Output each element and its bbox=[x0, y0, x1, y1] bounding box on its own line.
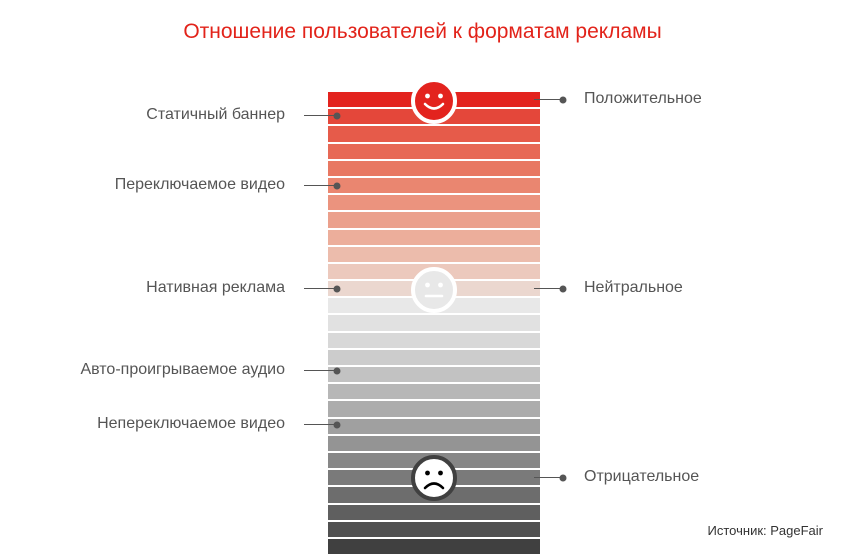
scale-stripe bbox=[328, 160, 540, 178]
leader-line bbox=[534, 477, 564, 478]
scale-stripe bbox=[328, 418, 540, 436]
scale-stripe bbox=[328, 229, 540, 247]
scale-stripe bbox=[328, 246, 540, 264]
leader-dot bbox=[333, 182, 341, 189]
scale-stripe bbox=[328, 177, 540, 196]
leader-dot bbox=[333, 112, 341, 119]
chart-title: Отношение пользователей к форматам рекла… bbox=[183, 20, 662, 43]
left-label: Нативная реклама bbox=[146, 279, 285, 296]
leader-dot bbox=[559, 96, 567, 103]
scale-stripe bbox=[328, 195, 540, 213]
scale-stripe bbox=[328, 384, 540, 402]
leader-line bbox=[304, 370, 337, 371]
leader-line bbox=[534, 288, 564, 289]
scale-stripe bbox=[328, 349, 540, 367]
leader-line bbox=[304, 115, 337, 116]
left-label: Непереключаемое видео bbox=[97, 415, 285, 432]
sentiment-scale bbox=[328, 92, 540, 556]
scale-stripe bbox=[328, 212, 540, 230]
scale-stripe bbox=[328, 143, 540, 161]
leader-dot bbox=[559, 474, 567, 481]
leader-dot bbox=[333, 285, 341, 292]
right-label: Нейтральное bbox=[584, 279, 683, 296]
left-label: Авто-проигрываемое аудио bbox=[80, 361, 285, 378]
neutral-face-icon bbox=[410, 266, 458, 314]
leader-line bbox=[304, 288, 337, 289]
leader-line bbox=[304, 185, 337, 186]
leader-dot bbox=[333, 367, 341, 374]
scale-stripe bbox=[328, 126, 540, 144]
left-label: Статичный баннер bbox=[146, 106, 285, 123]
scale-stripe bbox=[328, 315, 540, 333]
leader-line bbox=[304, 424, 337, 425]
leader-dot bbox=[333, 421, 341, 428]
right-label: Положительное bbox=[584, 90, 702, 107]
happy-face-icon bbox=[410, 77, 458, 125]
scale-stripe bbox=[328, 521, 540, 539]
sad-face-icon bbox=[410, 454, 458, 502]
leader-line bbox=[534, 99, 564, 100]
leader-dot bbox=[559, 285, 567, 292]
scale-stripe bbox=[328, 367, 540, 385]
left-label: Переключаемое видео bbox=[114, 176, 285, 193]
scale-stripe bbox=[328, 332, 540, 350]
source-note: Источник: PageFair bbox=[707, 523, 823, 538]
scale-stripe bbox=[328, 401, 540, 419]
scale-stripe bbox=[328, 538, 540, 556]
right-label: Отрицательное bbox=[584, 468, 700, 485]
scale-stripe bbox=[328, 504, 540, 522]
scale-stripe bbox=[328, 435, 540, 453]
